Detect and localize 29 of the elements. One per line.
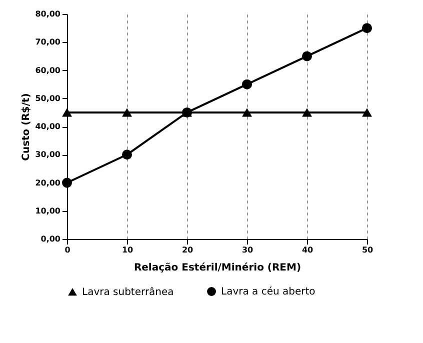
legend-label: Lavra a céu aberto: [221, 286, 316, 298]
x-tick-label: 10: [122, 246, 134, 254]
point: [122, 150, 132, 160]
y-tick-label: 80,00: [35, 10, 61, 18]
y-axis-title: Custo (R$/t): [21, 93, 32, 161]
point: [122, 108, 132, 117]
point: [362, 108, 372, 117]
y-tick-label: 70,00: [35, 38, 61, 47]
y-tick-label: 40,00: [35, 122, 61, 131]
point: [62, 178, 72, 188]
y-tick-label: 60,00: [35, 66, 61, 75]
point: [302, 108, 312, 117]
y-tick-label: 10,00: [35, 206, 61, 216]
x-tick-label: 20: [182, 246, 194, 254]
y-tick-label: 50,00: [35, 94, 61, 103]
point: [62, 108, 72, 117]
x-axis-title: Relação Estéril/Minério (REM): [134, 262, 302, 274]
point: [302, 51, 312, 62]
x-tick-label: 40: [302, 246, 314, 254]
x-tick-label: 0: [64, 246, 71, 254]
legend-label: Lavra subterrânea: [82, 286, 174, 298]
x-tick-label: 50: [362, 246, 374, 254]
y-tick-label: 20,00: [35, 178, 61, 188]
y-tick-label: 0,00: [40, 234, 61, 244]
point: [242, 79, 252, 90]
point: [362, 23, 372, 34]
point: [242, 108, 252, 117]
x-tick-label: 30: [242, 246, 254, 254]
y-tick-label: 30,00: [35, 150, 61, 160]
